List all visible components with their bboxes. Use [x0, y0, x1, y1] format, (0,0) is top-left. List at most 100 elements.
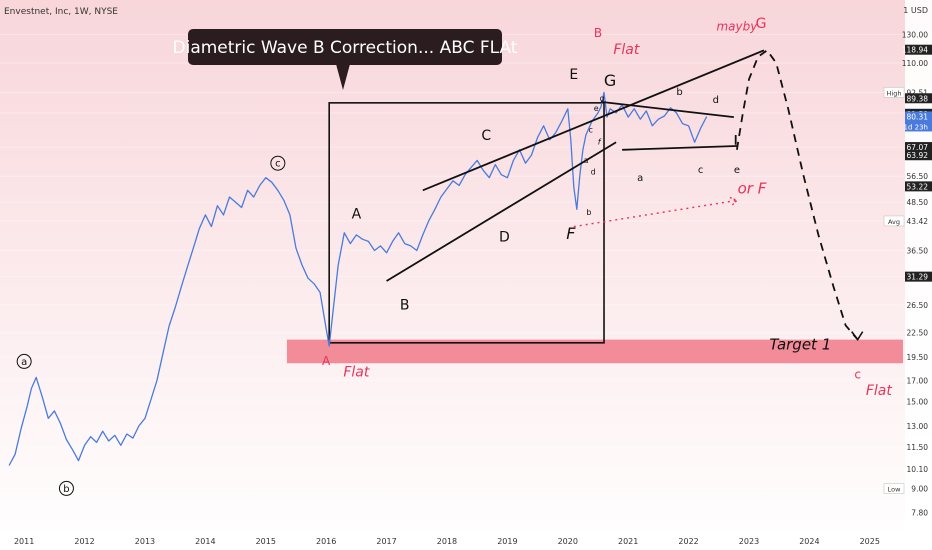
wave-label: d [591, 168, 596, 177]
price-tag-bg [905, 44, 932, 55]
price-tag: 92.51 [907, 88, 929, 97]
price-tag-countdown: 1d 23h [904, 123, 928, 131]
price-axis-tick: 26.50 [907, 301, 929, 310]
price-tag-bg [905, 483, 932, 494]
price-axis-tick: 11.50 [907, 443, 929, 452]
wave-label: c [854, 367, 861, 381]
price-tag-bg [905, 142, 932, 153]
price-axis-tick: 10.10 [907, 465, 929, 474]
price-axis-tick: 110.00 [902, 59, 928, 68]
price-axis-tick: 36.50 [907, 246, 929, 255]
target-zone-band [286, 339, 903, 364]
callout-pointer [336, 64, 350, 90]
wave-label: e [734, 165, 740, 176]
price-tag-bg [905, 181, 932, 192]
wave-labels: A B C D E F Ga b c d e a b c d e f g or F Target 1 A Flat B Fla… [16, 16, 893, 496]
price-axis-tick: 13.00 [907, 422, 929, 431]
time-axis-tick: 2012 [74, 537, 94, 546]
wave-label: Target 1 [769, 335, 831, 353]
price-line [8, 91, 708, 466]
wave-label: g [600, 94, 605, 103]
time-axis[interactable]: 2011 2012 2013 2014 2015 2016 2017 2018 2019 2020… [0, 528, 932, 550]
price-tag-bg [905, 93, 932, 104]
price-axis[interactable]: 130.00 110.00 56.50 48.50 36.50 26.50 22.50 19.… [883, 0, 932, 550]
time-axis-bg [0, 528, 932, 550]
circled-label: a [21, 357, 27, 368]
time-axis-tick: 2019 [497, 537, 517, 546]
callout: Diametric Wave B Correction... ABC FLAt [173, 29, 518, 90]
time-axis-tick: 2024 [799, 537, 819, 546]
price-tag: 9.00 [911, 484, 928, 493]
price-tag: 31.29 [907, 273, 929, 282]
price-axis-tick: 17.00 [907, 376, 929, 385]
projection-path [736, 49, 859, 341]
target-zone [286, 339, 903, 364]
projection-arrowhead [851, 331, 864, 342]
time-axis-tick: 2023 [739, 537, 759, 546]
callout-box [188, 29, 502, 65]
wave-label: b [586, 208, 591, 217]
price-axis-tick: 22.50 [907, 329, 929, 338]
alternative-arrowhead [729, 196, 739, 206]
wave-label: G [756, 16, 767, 32]
circled-label-ring [58, 480, 74, 496]
time-axis-tick: 2022 [678, 537, 698, 546]
wave-label: B [400, 297, 410, 313]
circled-label-ring [16, 353, 32, 369]
wave-label: F [566, 224, 576, 243]
trend-lines [386, 49, 864, 342]
price-tag-badge: Low [888, 485, 901, 493]
wave-label: c [589, 126, 593, 135]
price-tag: 63.92 [907, 151, 929, 160]
price-axis-tick: 19.50 [907, 353, 929, 362]
circled-label: c [275, 159, 281, 170]
circled-label: b [63, 484, 69, 495]
price-tag-bg [905, 150, 932, 161]
price-tag: 118.94 [902, 46, 928, 55]
trend-line [386, 141, 617, 282]
wave-label: a [637, 173, 643, 184]
trend-line [422, 49, 765, 192]
price-tag-badge: Avg [888, 218, 900, 226]
time-axis-tick: 2025 [860, 537, 880, 546]
wave-label: B [594, 26, 602, 40]
price-tag-badge-bg [883, 483, 905, 494]
wave-label: c [698, 165, 704, 176]
time-axis-tick: 2021 [618, 537, 638, 546]
callout-text: Diametric Wave B Correction... ABC FLAt [173, 38, 518, 58]
price-tag: 80.31 [907, 112, 929, 121]
price-axis-tick: 56.50 [907, 172, 929, 181]
time-axis-tick: 2020 [558, 537, 578, 546]
wave-label: Flat [866, 383, 893, 399]
trend-line [600, 100, 734, 119]
price-axis-tick: 48.50 [907, 198, 929, 207]
wave-label: a [583, 156, 588, 165]
wave-label: D [499, 229, 510, 245]
price-tag-badge-bg [883, 87, 905, 98]
correction-box-rect [328, 102, 605, 344]
currency-label: 1 USD [903, 6, 928, 15]
price-axis-tick: 130.00 [902, 31, 928, 40]
price-tag-badge-bg [883, 215, 905, 227]
price-tag: 89.38 [907, 94, 929, 103]
time-axis-tick: 2014 [195, 537, 215, 546]
correction-box [328, 102, 605, 344]
wave-label: A [322, 354, 331, 368]
symbol-title: Envestnet, Inc, 1W, NYSE [4, 7, 118, 17]
wave-label: mayby [716, 20, 758, 34]
wave-label: f [598, 138, 602, 147]
wave-label: d [713, 95, 719, 106]
price-tag: 53.22 [907, 182, 929, 191]
alternative-path [573, 199, 738, 228]
circled-label-ring [270, 155, 286, 171]
time-axis-tick: 2011 [14, 537, 34, 546]
time-axis-tick: 2017 [376, 537, 396, 546]
price-tag-badge: High [887, 89, 902, 97]
price-tag: 43.42 [907, 217, 929, 226]
wave-label: C [481, 128, 491, 144]
wave-label: A [352, 207, 362, 223]
wave-label: G [604, 71, 616, 90]
price-series [8, 91, 708, 466]
